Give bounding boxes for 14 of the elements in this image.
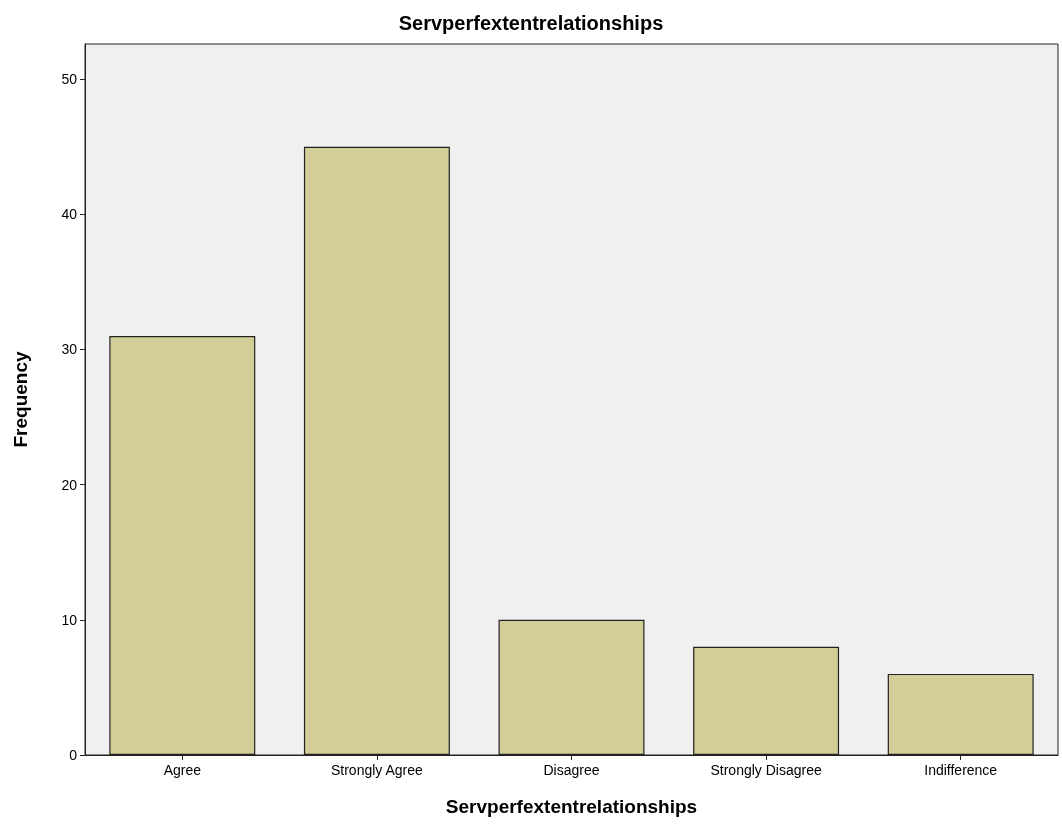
y-tick-label: 10 xyxy=(61,611,78,628)
y-tick-label: 0 xyxy=(69,747,78,763)
y-tick-label: 30 xyxy=(61,341,78,358)
x-tick-label: Disagree xyxy=(543,762,600,778)
x-tick-label: Indifference xyxy=(924,762,998,778)
y-axis-title: Frequency xyxy=(10,351,31,448)
x-tick-label: Agree xyxy=(163,762,202,778)
y-tick-label: 40 xyxy=(61,206,78,223)
x-tick-label: Strongly Disagree xyxy=(710,762,822,778)
y-tick-label: 20 xyxy=(61,476,78,493)
x-tick-label: Strongly Agree xyxy=(330,762,424,778)
y-tick-label: 50 xyxy=(61,71,78,88)
chart-title: Servperfextentrelationships xyxy=(398,12,664,34)
x-axis-title: Servperfextentrelationships xyxy=(445,796,698,817)
